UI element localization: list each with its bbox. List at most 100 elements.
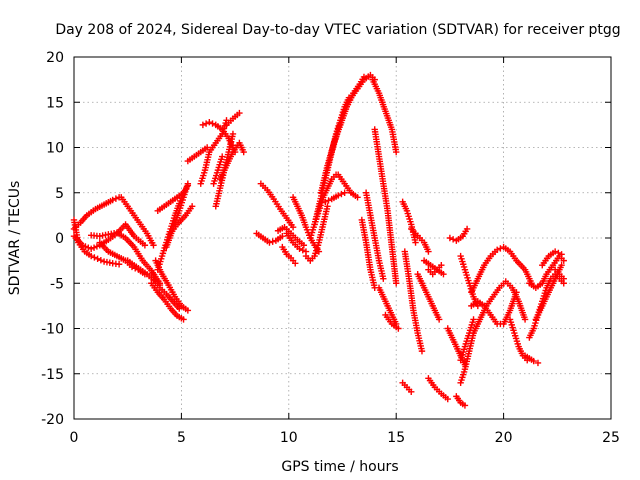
- y-tick-label: 0: [55, 231, 64, 247]
- data-point: [176, 305, 183, 312]
- y-tick-label: -10: [41, 322, 64, 338]
- series-arc-41: [399, 198, 419, 246]
- data-point: [534, 359, 542, 367]
- series-arc-63: [539, 248, 565, 269]
- data-point: [338, 190, 345, 198]
- series-arc-46: [420, 257, 447, 278]
- series-arc-33: [335, 171, 361, 201]
- data-point: [440, 271, 447, 278]
- series-arc-62: [532, 261, 565, 323]
- data-point: [266, 239, 273, 246]
- x-axis-label: GPS time / hours: [281, 459, 398, 475]
- data-point: [279, 232, 286, 240]
- x-tick-label: 20: [495, 430, 513, 446]
- series-arc-10: [150, 271, 183, 312]
- x-tick-label: 15: [387, 430, 405, 446]
- data-point: [395, 325, 402, 332]
- data-point: [219, 153, 226, 160]
- series-arc-43: [408, 225, 432, 255]
- x-tick-labels: 0 5 10 15 20 25: [70, 430, 620, 446]
- data-point: [408, 388, 415, 396]
- series-arc-53: [446, 225, 471, 244]
- y-tick-label: -15: [41, 367, 64, 383]
- data-point: [325, 197, 332, 204]
- data-point: [85, 244, 92, 251]
- data-point: [470, 316, 477, 323]
- y-axis-label: SDTVAR / TECUs: [7, 181, 23, 296]
- series-arc-16: [197, 117, 230, 187]
- data-point: [493, 246, 501, 253]
- data-point: [203, 144, 211, 151]
- data-point: [438, 261, 445, 269]
- data-points: [70, 71, 567, 409]
- data-point: [236, 109, 243, 117]
- data-point: [560, 275, 567, 282]
- data-point: [461, 402, 469, 409]
- data-point: [90, 244, 98, 251]
- series-arc-57: [468, 289, 520, 328]
- series-arc-34: [322, 189, 348, 205]
- data-point: [497, 245, 504, 252]
- data-point: [180, 189, 187, 196]
- data-point: [296, 245, 303, 253]
- x-tick-label: 0: [70, 430, 79, 446]
- data-point: [97, 256, 105, 264]
- data-point: [354, 194, 361, 201]
- data-point: [463, 225, 471, 233]
- series-arc-44: [414, 271, 443, 323]
- series-arc-3: [70, 221, 149, 253]
- series-arc-25: [279, 243, 299, 267]
- data-point: [530, 357, 537, 365]
- data-point: [115, 261, 123, 268]
- data-point: [289, 223, 297, 231]
- series-arc-31: [317, 73, 368, 196]
- series-arc-37: [369, 76, 400, 156]
- data-point: [150, 274, 158, 281]
- data-point: [94, 255, 101, 263]
- data-point: [79, 242, 86, 249]
- series-arc-35: [358, 216, 378, 291]
- series-arc-28: [302, 203, 331, 264]
- series-arc-14: [154, 189, 187, 215]
- data-point: [209, 120, 216, 127]
- data-point: [269, 238, 276, 245]
- y-tick-label: 10: [46, 141, 64, 157]
- y-tick-label: 15: [46, 95, 64, 111]
- series-arc-59: [521, 352, 542, 367]
- series-arc-19: [216, 139, 247, 183]
- data-point: [199, 121, 207, 129]
- chart-title: Day 208 of 2024, Sidereal Day-to-day VTE…: [55, 22, 620, 38]
- y-tick-label: -20: [41, 412, 64, 428]
- series-arc-48: [425, 375, 451, 403]
- series-arc-23: [253, 230, 286, 246]
- data-point: [141, 242, 149, 249]
- series-arc-56: [470, 278, 529, 337]
- series-arc-15: [184, 144, 211, 165]
- data-point: [418, 347, 426, 355]
- data-point: [82, 243, 89, 250]
- series-arc-47: [399, 379, 415, 396]
- data-point: [555, 249, 562, 257]
- data-point: [150, 242, 157, 249]
- data-point: [292, 260, 299, 267]
- data-point: [109, 196, 116, 204]
- series-arc-38: [371, 126, 400, 287]
- y-tick-labels: -20 -15 -10 -5 0 5 10 15 20: [41, 50, 64, 428]
- x-tick-label: 5: [177, 430, 186, 446]
- data-point: [324, 203, 331, 210]
- series-arc-8: [148, 280, 187, 323]
- data-point: [184, 307, 192, 314]
- data-point: [184, 180, 192, 187]
- data-point: [393, 148, 400, 156]
- series-arc-32: [328, 71, 378, 156]
- x-tick-label: 10: [280, 430, 298, 446]
- series-arc-36: [362, 189, 387, 282]
- data-point: [551, 248, 559, 255]
- series-arc-49: [453, 393, 469, 409]
- data-point: [188, 203, 196, 210]
- series-arc-26: [283, 230, 310, 255]
- data-point: [341, 189, 348, 196]
- series-arc-6: [118, 194, 157, 249]
- data-point: [229, 130, 237, 138]
